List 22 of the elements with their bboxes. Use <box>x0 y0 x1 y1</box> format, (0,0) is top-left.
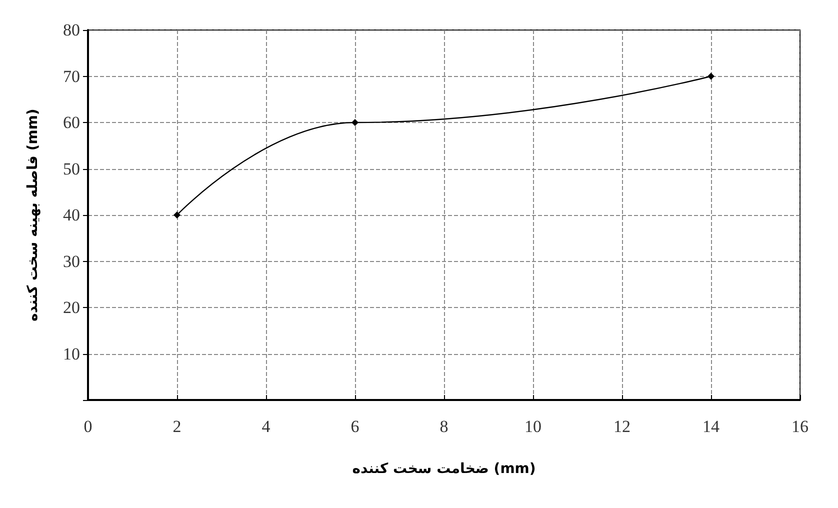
y-tick-label: 60 <box>63 113 80 132</box>
x-tick-label: 0 <box>84 417 92 436</box>
x-axis-title: ضخامت سخت کننده (mm) <box>352 461 536 477</box>
x-tick-label: 4 <box>262 417 271 436</box>
y-tick-label: 70 <box>63 66 80 86</box>
x-tick-label: 2 <box>172 417 182 436</box>
y-tick-label: 20 <box>63 298 80 317</box>
x-tick-label: 6 <box>350 417 360 436</box>
point <box>708 72 714 80</box>
point <box>352 119 358 126</box>
y-tick-label: 80 <box>63 20 80 40</box>
point <box>174 212 180 218</box>
y-tick-label: 30 <box>63 252 80 271</box>
y-tick-label: 10 <box>63 344 80 364</box>
y-axis-title: فاصله بهینه سخت کننده (mm) <box>25 108 41 322</box>
x-tick-label: 10 <box>524 417 542 436</box>
x-tick-label: 14 <box>702 417 720 436</box>
y-tick-label: 50 <box>63 159 80 178</box>
x-tick-label: 16 <box>792 417 808 436</box>
x-tick-label: 12 <box>614 417 630 436</box>
y-tick-label: 40 <box>63 206 80 224</box>
x-tick-label: 8 <box>440 417 448 436</box>
